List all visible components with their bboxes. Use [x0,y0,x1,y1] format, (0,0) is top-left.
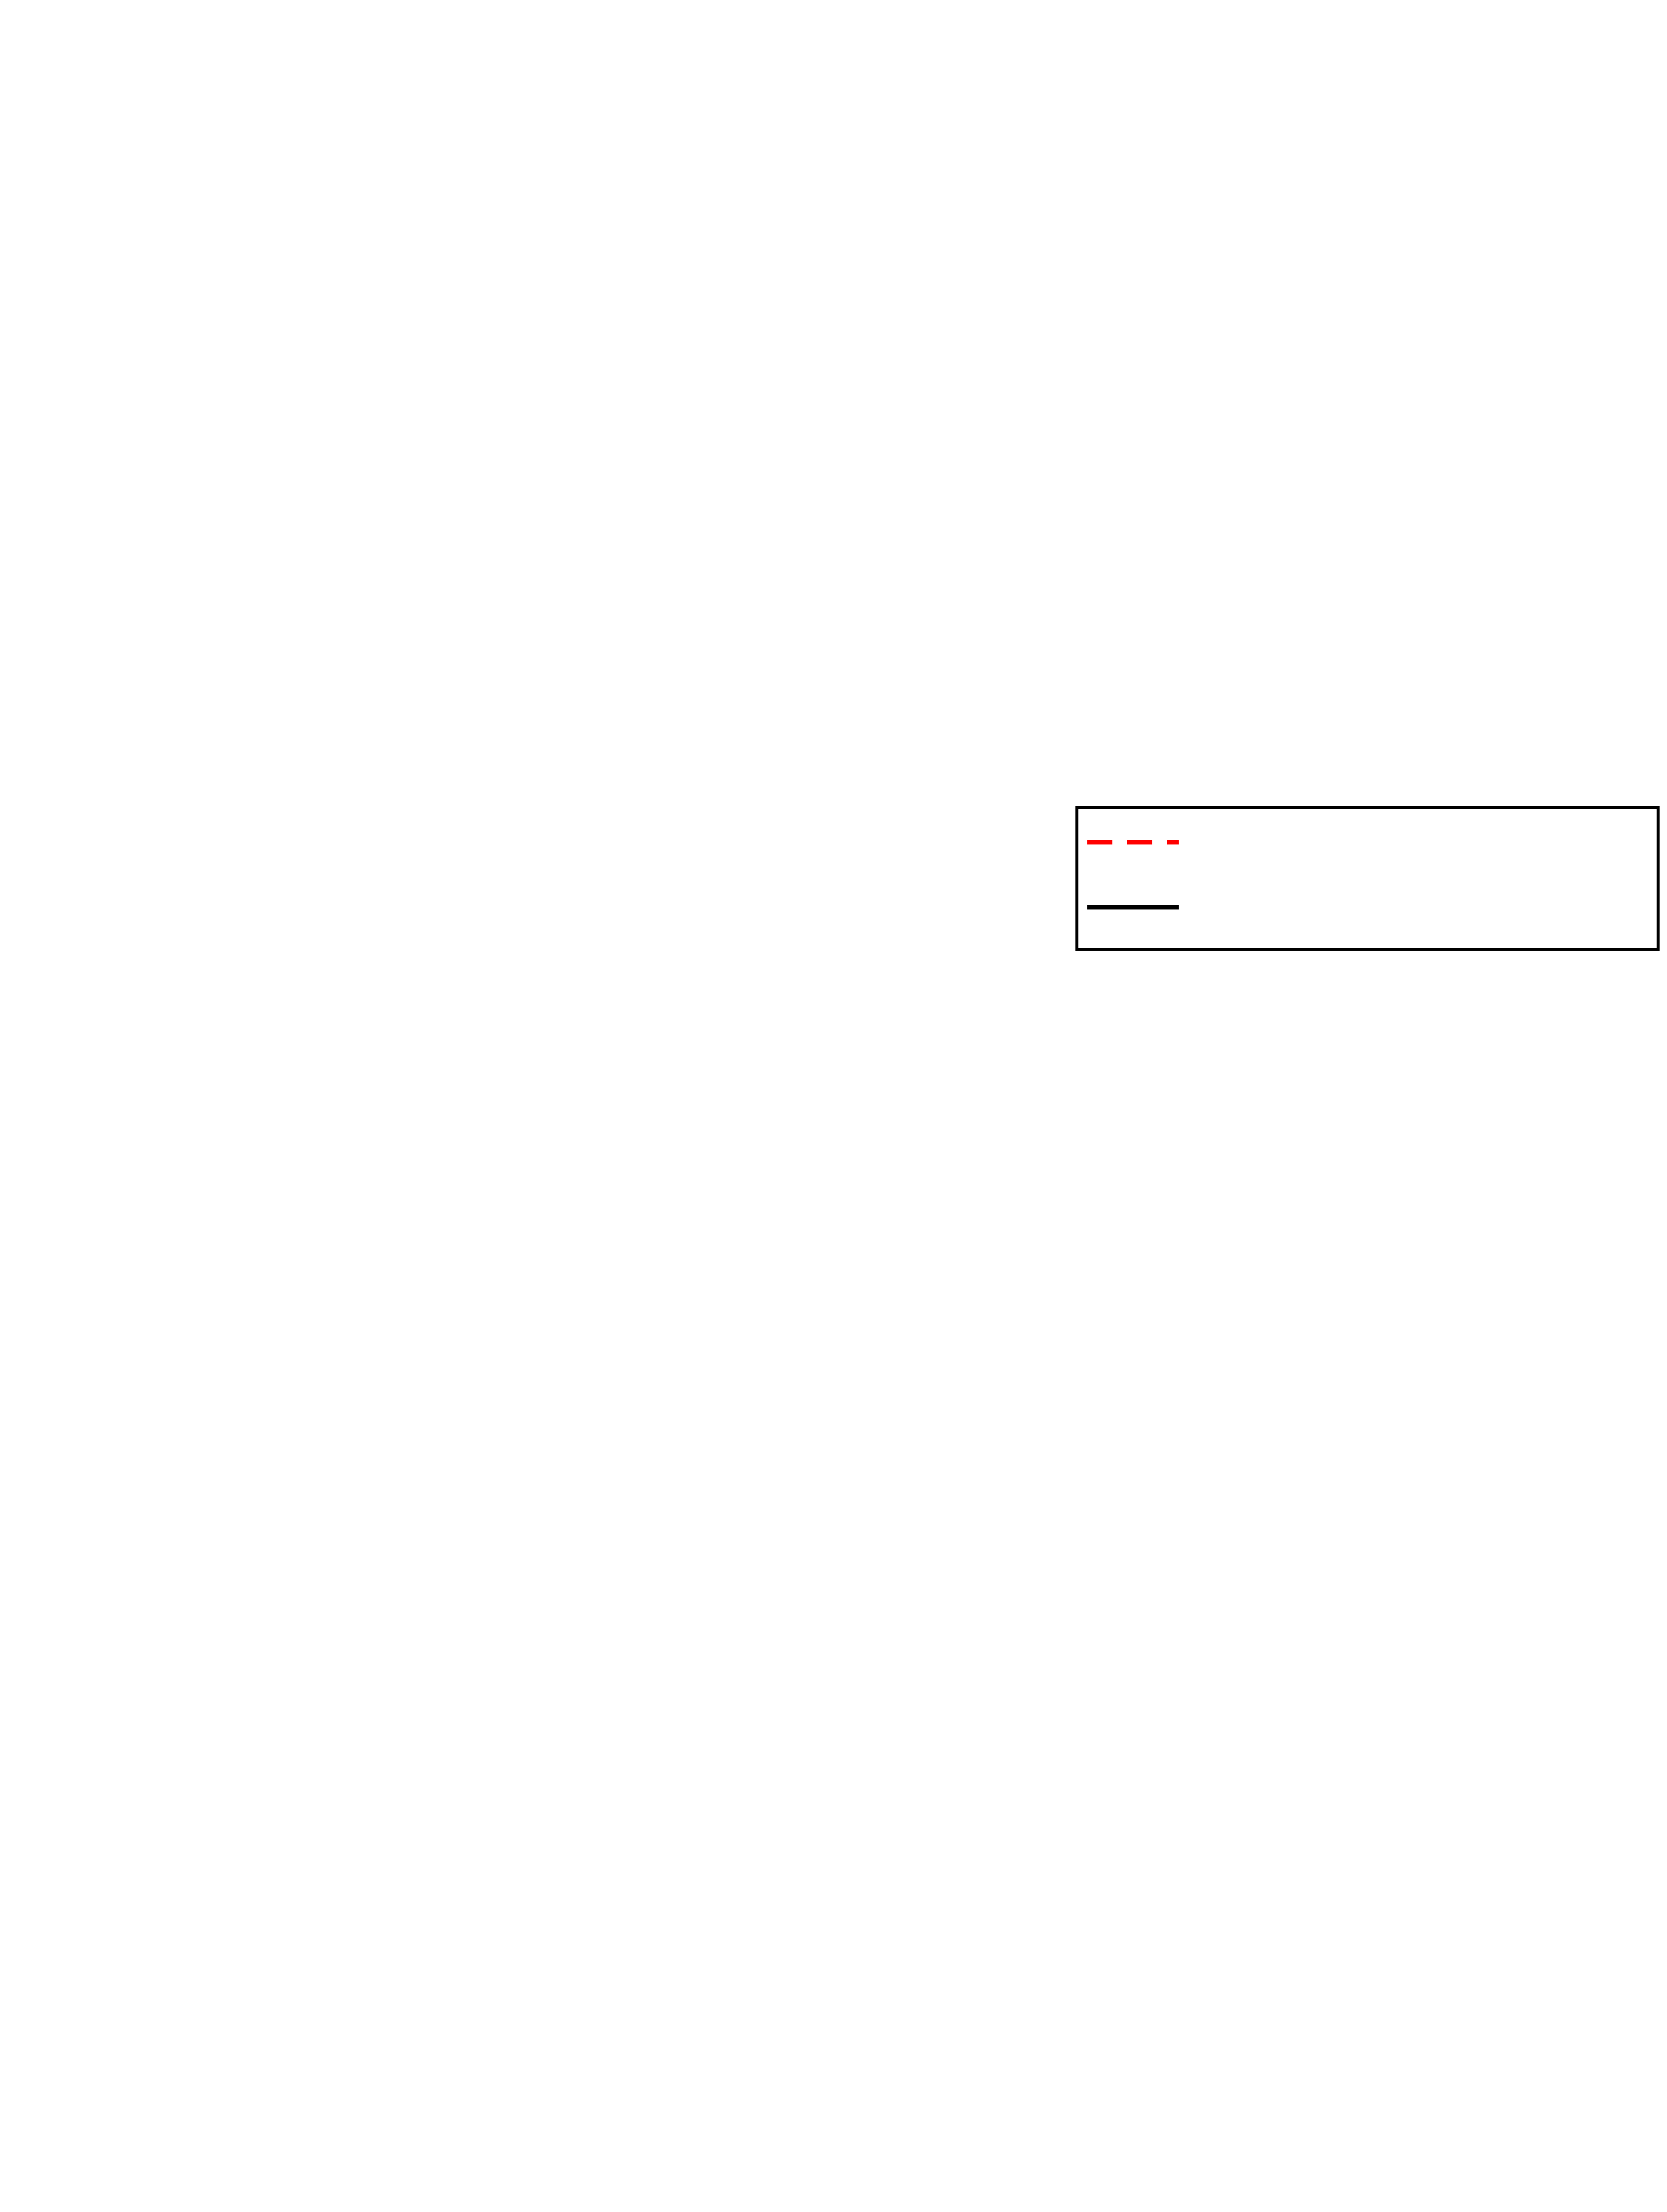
legend-border [1075,806,1660,951]
legend-box [1075,806,1660,951]
